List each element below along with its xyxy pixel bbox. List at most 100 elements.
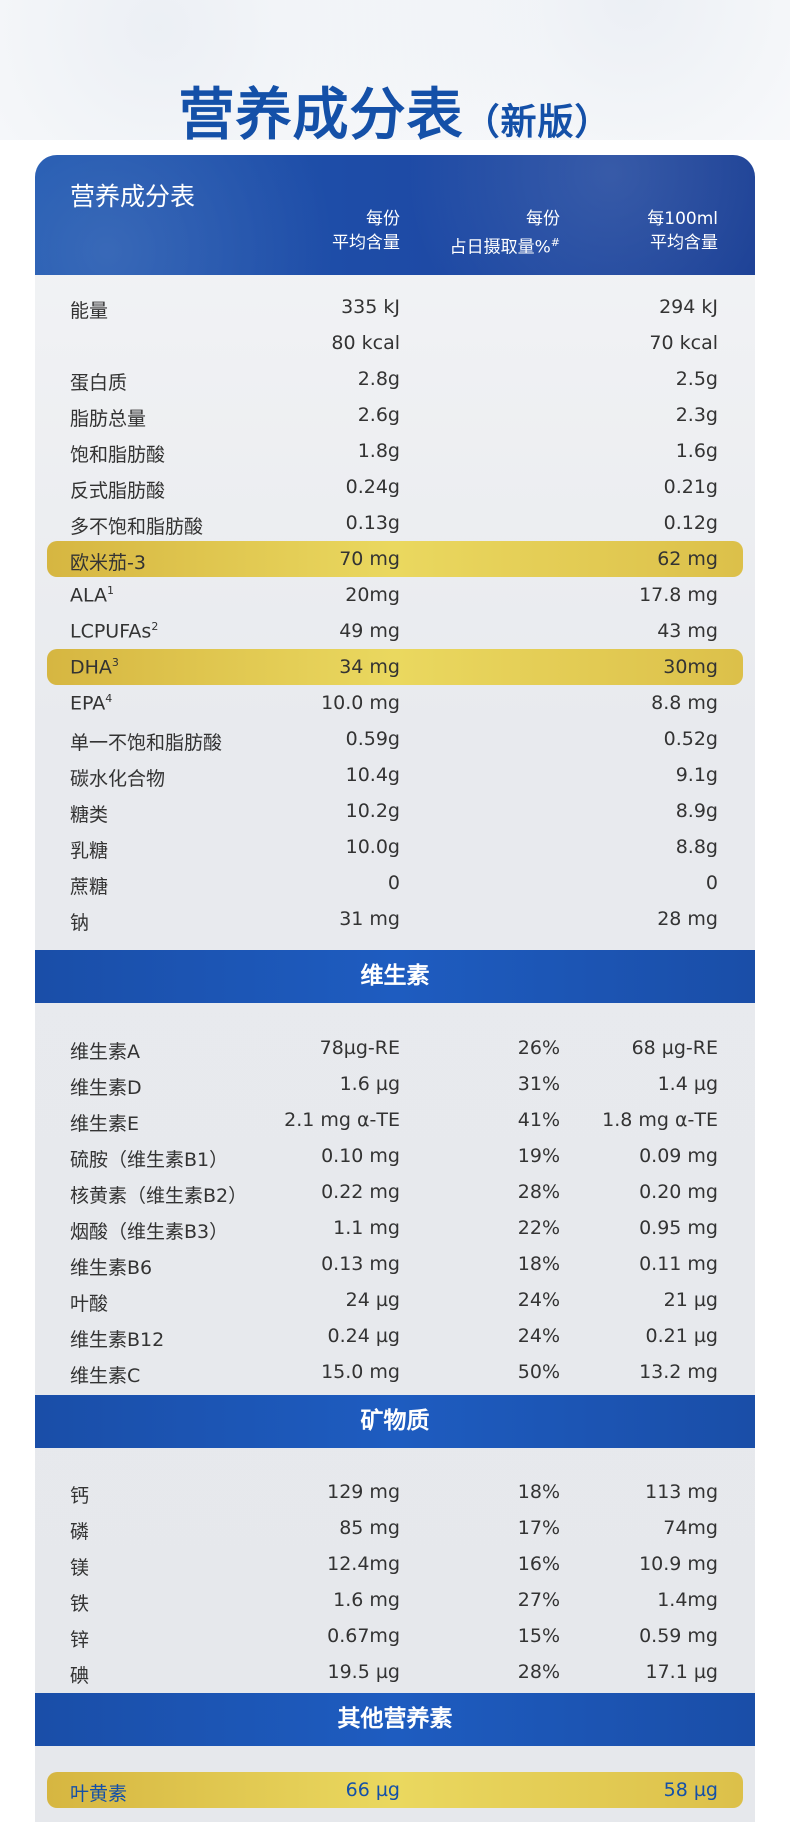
daily-intake-value: 50% bbox=[517, 1361, 560, 1383]
daily-intake-value: 28% bbox=[517, 1181, 560, 1203]
nutrient-name: 糖类 bbox=[70, 800, 108, 827]
table-row: 80 kcal 70 kcal bbox=[35, 325, 755, 361]
col-header-per-100ml-line2: 平均含量 bbox=[650, 233, 718, 253]
table-row-highlighted: 叶黄素 66 µg 58 µg bbox=[47, 1772, 743, 1808]
nutrient-name: 乳糖 bbox=[70, 836, 108, 863]
nutrient-name: 碳水化合物 bbox=[70, 764, 165, 791]
per-100ml-value: 0.21g bbox=[663, 476, 718, 498]
table-row: 烟酸（维生素B3） 1.1 mg 22% 0.95 mg bbox=[35, 1210, 755, 1246]
per-100ml-value: 62 mg bbox=[657, 548, 718, 570]
per-serving-value: 80 kcal bbox=[331, 332, 400, 354]
table-row: 硫胺（维生素B1） 0.10 mg 19% 0.09 mg bbox=[35, 1138, 755, 1174]
daily-intake-value: 16% bbox=[517, 1553, 560, 1575]
nutrient-name-text: 叶酸 bbox=[70, 1293, 109, 1315]
nutrient-name-text: 饱和脂肪酸 bbox=[70, 444, 166, 466]
per-100ml-value: 0.95 mg bbox=[639, 1217, 718, 1239]
nutrient-name: 反式脂肪酸 bbox=[70, 476, 165, 503]
nutrient-name: 钠 bbox=[70, 908, 89, 935]
col-header-per-100ml: 每100ml 平均含量 bbox=[647, 207, 718, 255]
nutrient-name: 维生素B12 bbox=[70, 1325, 164, 1352]
per-serving-value: 0.67mg bbox=[327, 1625, 400, 1647]
table-row: 镁 12.4mg 16% 10.9 mg bbox=[35, 1546, 755, 1582]
daily-intake-value: 28% bbox=[517, 1661, 560, 1683]
nutrient-name: 叶黄素 bbox=[70, 1779, 127, 1806]
nutrient-name-text: 磷 bbox=[70, 1521, 90, 1543]
per-serving-value: 20mg bbox=[345, 584, 400, 606]
per-serving-value: 0 bbox=[387, 872, 400, 894]
nutrient-name: 碘 bbox=[70, 1661, 89, 1688]
nutrient-name-text: DHA bbox=[70, 656, 112, 679]
table-row-highlighted: DHA3 34 mg 30mg bbox=[47, 649, 743, 685]
table-row: 磷 85 mg 17% 74mg bbox=[35, 1510, 755, 1546]
table-row: 铁 1.6 mg 27% 1.4mg bbox=[35, 1582, 755, 1618]
per-serving-value: 10.0g bbox=[345, 836, 400, 858]
table-row: 蛋白质 2.8g 2.5g bbox=[35, 361, 755, 397]
per-serving-value: 2.6g bbox=[357, 404, 400, 426]
per-100ml-value: 2.3g bbox=[675, 404, 718, 426]
nutrient-name-text: 钙 bbox=[70, 1485, 90, 1507]
nutrient-name: 维生素C bbox=[70, 1361, 140, 1388]
table-row: ALA1 20mg 17.8 mg bbox=[35, 577, 755, 613]
per-100ml-value: 74mg bbox=[663, 1517, 718, 1539]
nutrient-name-text: 碘 bbox=[70, 1665, 90, 1687]
table-row: 糖类 10.2g 8.9g bbox=[35, 793, 755, 829]
table-row-highlighted: 欧米茄-3 70 mg 62 mg bbox=[47, 541, 743, 577]
table-row: 多不饱和脂肪酸 0.13g 0.12g bbox=[35, 505, 755, 541]
daily-intake-value: 41% bbox=[517, 1109, 560, 1131]
nutrient-name: 烟酸（维生素B3） bbox=[70, 1217, 228, 1244]
col-header-daily-intake: 每份 占日摄取量%# bbox=[450, 207, 560, 260]
col-header-daily-intake-text: 占日摄取量% bbox=[449, 237, 551, 258]
per-serving-value: 0.10 mg bbox=[321, 1145, 400, 1167]
nutrient-name-text: 维生素C bbox=[70, 1365, 141, 1387]
col-header-daily-intake-mark: # bbox=[550, 236, 560, 249]
nutrient-name: 单一不饱和脂肪酸 bbox=[70, 728, 222, 755]
table-row: EPA4 10.0 mg 8.8 mg bbox=[35, 685, 755, 721]
nutrient-name-text: 钠 bbox=[70, 912, 90, 934]
daily-intake-value: 31% bbox=[517, 1073, 560, 1095]
table-row: 单一不饱和脂肪酸 0.59g 0.52g bbox=[35, 721, 755, 757]
nutrient-name: 蛋白质 bbox=[70, 368, 127, 395]
per-100ml-value: 113 mg bbox=[645, 1481, 718, 1503]
per-100ml-value: 21 µg bbox=[663, 1289, 718, 1311]
nutrient-name-text: 糖类 bbox=[70, 804, 109, 826]
per-serving-value: 78µg-RE bbox=[319, 1037, 400, 1059]
table-row: 碳水化合物 10.4g 9.1g bbox=[35, 757, 755, 793]
per-serving-value: 1.1 mg bbox=[333, 1217, 400, 1239]
nutrient-name: 维生素A bbox=[70, 1037, 140, 1064]
nutrient-name-text: 维生素E bbox=[70, 1113, 140, 1135]
nutrient-name: 维生素D bbox=[70, 1073, 142, 1100]
nutrient-name-text: 碳水化合物 bbox=[70, 768, 166, 790]
daily-intake-value: 17% bbox=[517, 1517, 560, 1539]
table-row: 脂肪总量 2.6g 2.3g bbox=[35, 397, 755, 433]
table-row: LCPUFAs2 49 mg 43 mg bbox=[35, 613, 755, 649]
nutrient-name: EPA4 bbox=[70, 692, 112, 714]
table-row: 维生素C 15.0 mg 50% 13.2 mg bbox=[35, 1354, 755, 1390]
per-100ml-value: 58 µg bbox=[663, 1779, 718, 1801]
col-header-daily-intake-line1: 每份 bbox=[526, 209, 560, 229]
nutrient-name-text: 核黄素（维生素B2） bbox=[70, 1185, 248, 1207]
per-serving-value: 12.4mg bbox=[327, 1553, 400, 1575]
nutrient-name-text: 维生素D bbox=[70, 1077, 142, 1099]
per-100ml-value: 17.8 mg bbox=[639, 584, 718, 606]
nutrient-name-text: ALA bbox=[70, 584, 108, 607]
per-100ml-value: 0 bbox=[705, 872, 718, 894]
per-serving-value: 85 mg bbox=[339, 1517, 400, 1539]
per-100ml-value: 0.59 mg bbox=[639, 1625, 718, 1647]
table-row: 叶酸 24 µg 24% 21 µg bbox=[35, 1282, 755, 1318]
daily-intake-value: 24% bbox=[517, 1325, 560, 1347]
per-100ml-value: 294 kJ bbox=[659, 296, 718, 318]
table-row: 维生素E 2.1 mg α-TE 41% 1.8 mg α-TE bbox=[35, 1102, 755, 1138]
per-100ml-value: 70 kcal bbox=[649, 332, 718, 354]
nutrient-name: 欧米茄-3 bbox=[70, 548, 146, 575]
per-100ml-value: 0.21 µg bbox=[645, 1325, 719, 1347]
per-100ml-value: 17.1 µg bbox=[645, 1661, 719, 1683]
col-header-per-serving-line2: 平均含量 bbox=[332, 233, 400, 253]
table-row: 乳糖 10.0g 8.8g bbox=[35, 829, 755, 865]
nutrient-name-text: 铁 bbox=[70, 1593, 90, 1615]
per-100ml-value: 2.5g bbox=[675, 368, 718, 390]
nutrient-name-text: 镁 bbox=[70, 1557, 90, 1579]
per-serving-value: 0.24 µg bbox=[327, 1325, 401, 1347]
nutrient-name-text: EPA bbox=[70, 692, 106, 715]
nutrient-name-text: 维生素B6 bbox=[70, 1257, 153, 1279]
table-row: 维生素D 1.6 µg 31% 1.4 µg bbox=[35, 1066, 755, 1102]
